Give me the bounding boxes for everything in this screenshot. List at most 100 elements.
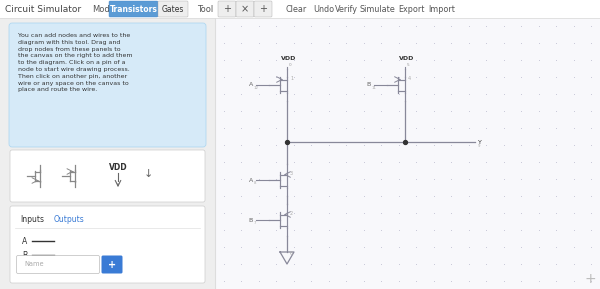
Point xyxy=(271,194,281,198)
Point xyxy=(359,24,368,29)
Point xyxy=(429,24,439,29)
Point xyxy=(464,109,473,114)
Point xyxy=(394,143,404,147)
Point xyxy=(341,160,351,164)
Point xyxy=(464,210,473,215)
Point xyxy=(534,109,544,114)
Text: VDD: VDD xyxy=(281,57,296,62)
Point xyxy=(324,261,334,266)
Point xyxy=(376,109,386,114)
Point xyxy=(376,41,386,46)
Point xyxy=(551,92,561,97)
Point xyxy=(446,143,456,147)
Point xyxy=(376,177,386,181)
Point xyxy=(324,109,334,114)
Point xyxy=(499,278,509,283)
FancyBboxPatch shape xyxy=(9,23,206,147)
Point xyxy=(289,227,299,232)
Point xyxy=(254,227,263,232)
Point xyxy=(394,278,404,283)
Point xyxy=(517,261,526,266)
Point xyxy=(499,160,509,164)
Point xyxy=(236,261,246,266)
Point xyxy=(219,194,229,198)
Point xyxy=(254,160,263,164)
Text: Y: Y xyxy=(478,140,482,144)
Point xyxy=(359,278,368,283)
Point xyxy=(481,244,491,249)
Point xyxy=(236,75,246,79)
Point xyxy=(551,227,561,232)
Text: Name: Name xyxy=(24,262,44,268)
Point xyxy=(324,126,334,130)
Point xyxy=(464,92,473,97)
Point xyxy=(289,210,299,215)
Point xyxy=(289,160,299,164)
Point xyxy=(254,126,263,130)
Point xyxy=(219,177,229,181)
Point xyxy=(359,126,368,130)
Point xyxy=(446,177,456,181)
Point xyxy=(446,278,456,283)
Point xyxy=(219,160,229,164)
Point xyxy=(551,24,561,29)
Point xyxy=(551,41,561,46)
Point xyxy=(517,227,526,232)
Point xyxy=(359,143,368,147)
Point xyxy=(307,41,316,46)
Point xyxy=(412,75,421,79)
Point xyxy=(534,278,544,283)
Point xyxy=(586,227,596,232)
Point xyxy=(236,41,246,46)
Point xyxy=(569,58,578,63)
Point xyxy=(551,160,561,164)
Point xyxy=(412,160,421,164)
Point xyxy=(254,194,263,198)
Point xyxy=(446,194,456,198)
Point xyxy=(307,227,316,232)
Point xyxy=(517,160,526,164)
Point xyxy=(359,75,368,79)
Text: ↓: ↓ xyxy=(143,169,152,179)
FancyBboxPatch shape xyxy=(10,150,205,202)
Point xyxy=(464,58,473,63)
Point xyxy=(341,261,351,266)
Point xyxy=(219,143,229,147)
Point xyxy=(271,227,281,232)
Point xyxy=(236,194,246,198)
Point xyxy=(324,58,334,63)
Point xyxy=(429,75,439,79)
Point xyxy=(517,109,526,114)
Point xyxy=(289,126,299,130)
Point xyxy=(341,41,351,46)
Point xyxy=(412,194,421,198)
Point xyxy=(324,177,334,181)
Point xyxy=(517,194,526,198)
Point xyxy=(376,126,386,130)
Point xyxy=(551,278,561,283)
Point xyxy=(551,58,561,63)
Point xyxy=(499,58,509,63)
Point xyxy=(289,177,299,181)
Point xyxy=(412,24,421,29)
Point xyxy=(446,24,456,29)
Point xyxy=(341,58,351,63)
Point xyxy=(359,58,368,63)
Point xyxy=(586,143,596,147)
Point xyxy=(412,92,421,97)
Point xyxy=(219,126,229,130)
Point xyxy=(271,278,281,283)
Point xyxy=(464,244,473,249)
Point xyxy=(534,126,544,130)
Point xyxy=(324,227,334,232)
Point xyxy=(569,41,578,46)
Point xyxy=(341,126,351,130)
FancyBboxPatch shape xyxy=(0,18,215,289)
Point xyxy=(307,58,316,63)
FancyBboxPatch shape xyxy=(158,1,188,17)
Point xyxy=(586,210,596,215)
Point xyxy=(534,194,544,198)
Point xyxy=(499,210,509,215)
Point xyxy=(586,109,596,114)
Point xyxy=(324,160,334,164)
